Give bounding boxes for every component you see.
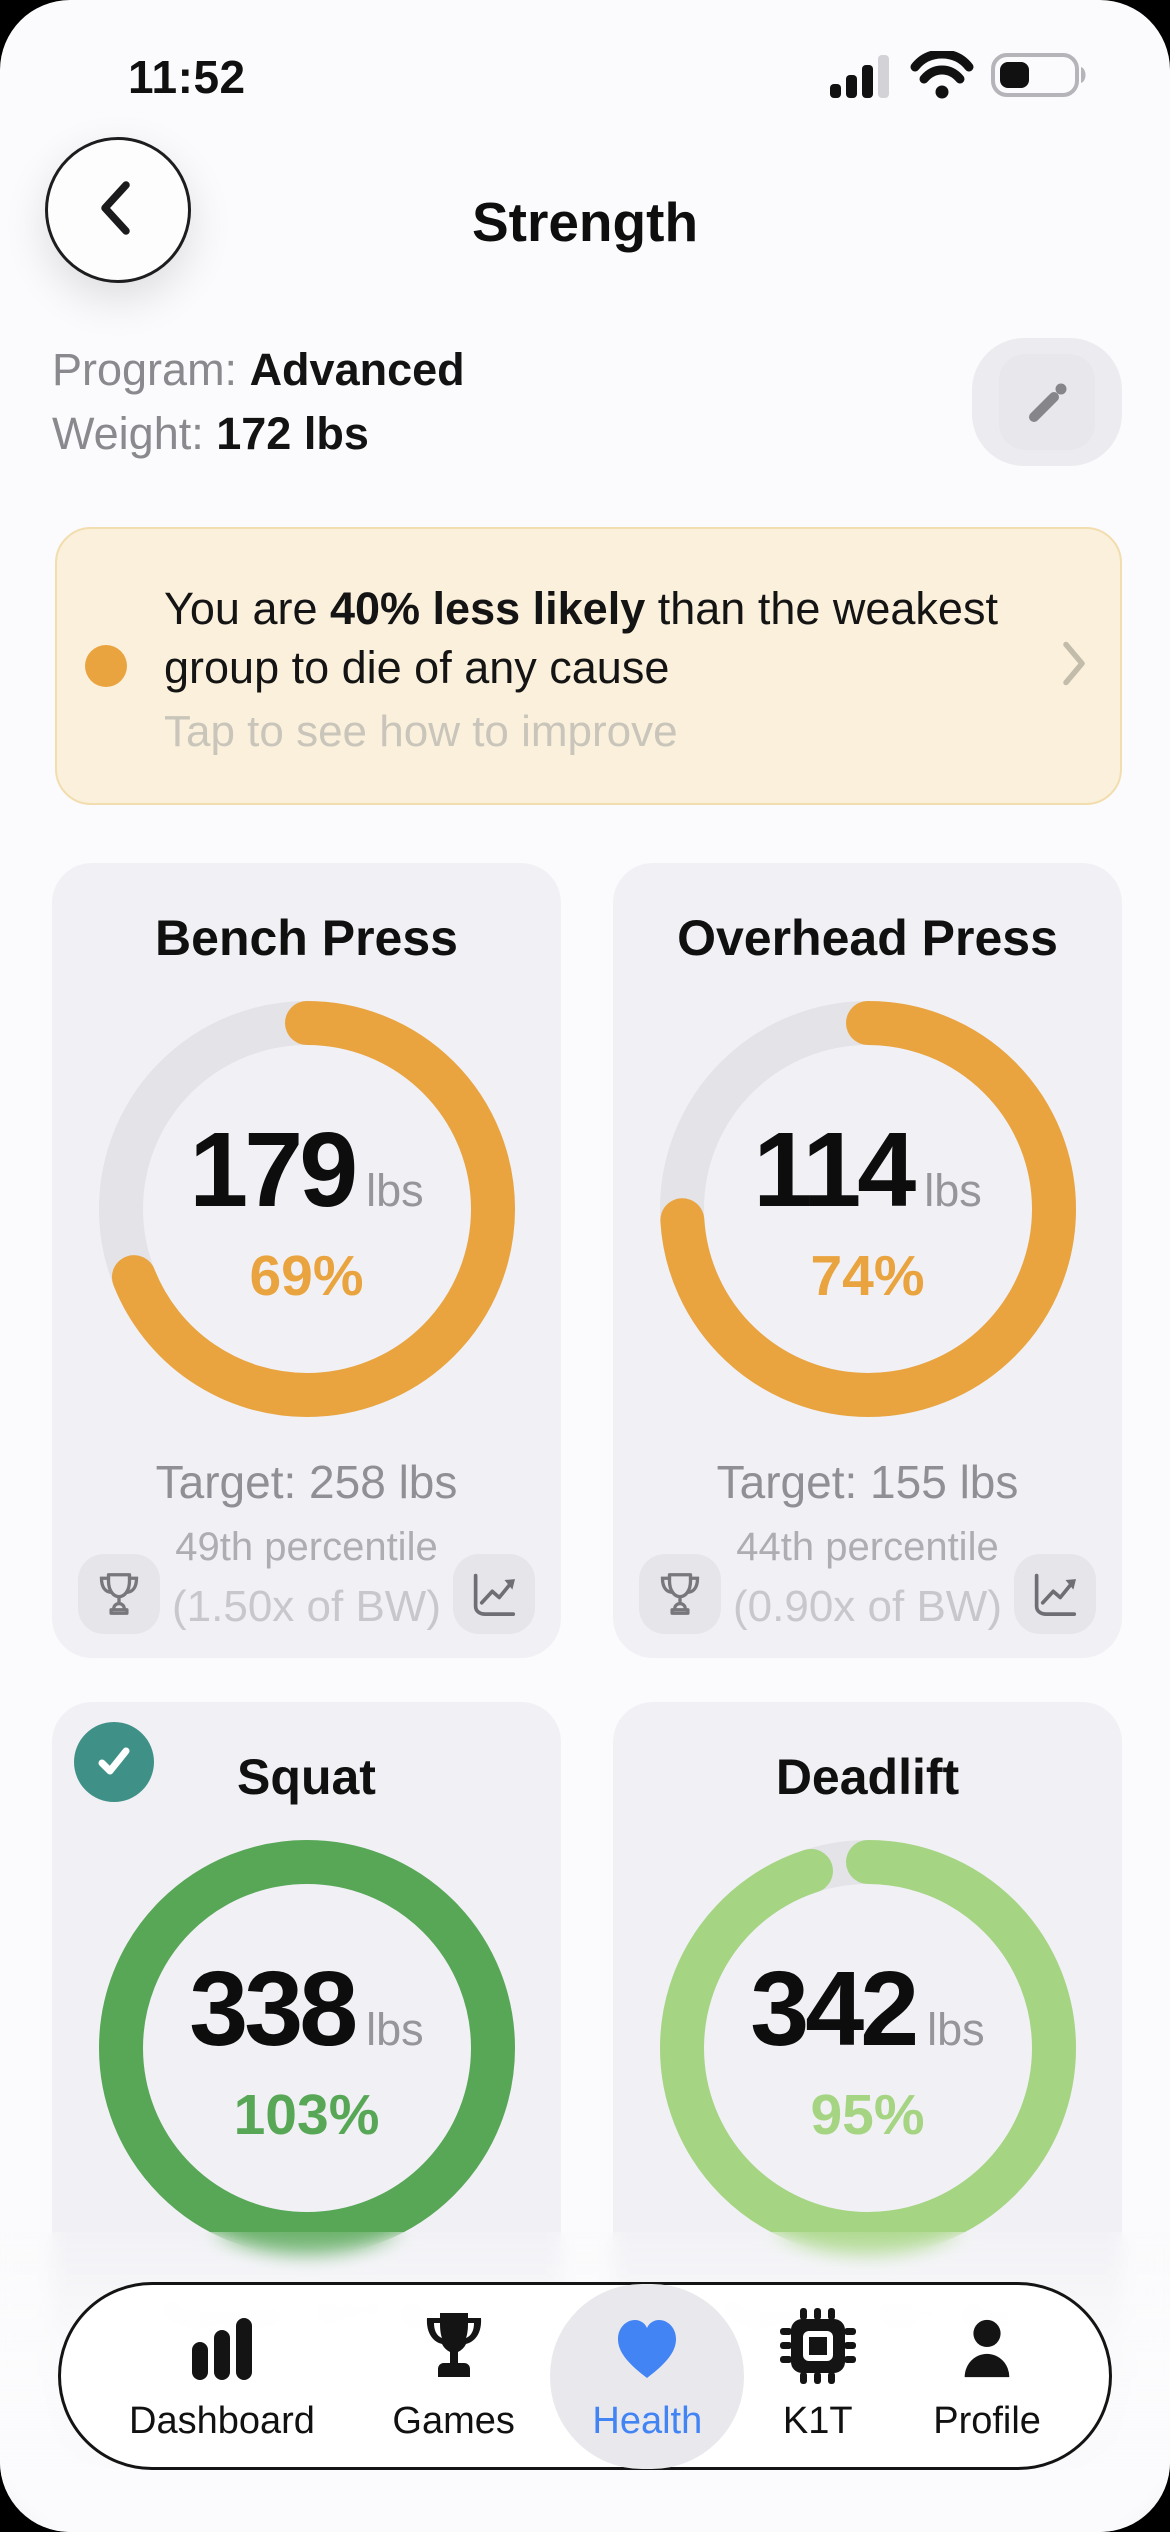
- banner-message: You are 40% less likely than the weakest…: [164, 579, 1014, 698]
- program-line: Program: Advanced: [52, 338, 465, 402]
- lift-value: 342: [750, 1949, 919, 2068]
- bodyweight-ratio-text: (0.90x of BW): [733, 1582, 1002, 1632]
- person-icon: [953, 2310, 1021, 2384]
- status-bar: 11:52: [0, 0, 1170, 112]
- status-dot-icon: [85, 645, 127, 688]
- progress-ring: 179 lbs 69%: [98, 1001, 515, 1418]
- ring-center: 342 lbs 95%: [660, 1840, 1076, 2256]
- banner-message-bold: 40% less likely: [329, 582, 646, 634]
- profile-lines: Program: Advanced Weight: 172 lbs: [52, 338, 465, 467]
- program-label: Program:: [52, 344, 250, 395]
- bodyweight-ratio-text: (1.50x of BW): [172, 1582, 441, 1632]
- lift-value: 179: [189, 1110, 358, 1229]
- tab-k1t[interactable]: K1T: [738, 2284, 898, 2469]
- progress-ring: 114 lbs 74%: [659, 1001, 1076, 1418]
- card-title: Overhead Press: [677, 910, 1058, 967]
- edit-button[interactable]: [972, 338, 1122, 466]
- chip-icon: [779, 2307, 856, 2384]
- pencil-icon: [999, 354, 1095, 450]
- banner-message-suffix: than the weakest group to die of any cau…: [164, 582, 998, 694]
- tab-dashboard[interactable]: Dashboard: [87, 2284, 357, 2469]
- lift-unit: lbs: [924, 1164, 982, 1216]
- percent-value: 69%: [249, 1243, 364, 1308]
- bar-chart-icon: [186, 2310, 258, 2384]
- trophy-icon: [421, 2310, 487, 2384]
- tab-label: Health: [592, 2399, 703, 2442]
- progress-ring: 342 lbs 95%: [659, 1840, 1076, 2257]
- lift-unit: lbs: [366, 1164, 424, 1216]
- card-overhead-press[interactable]: Overhead Press 114 lbs 74% Target: 155 lb…: [613, 863, 1122, 1659]
- header: Strength: [0, 137, 1170, 302]
- tab-health[interactable]: Health: [550, 2283, 745, 2469]
- tab-bar: Dashboard Games Health: [58, 2282, 1112, 2470]
- chevron-left-icon: [92, 174, 144, 247]
- percentile-text: 44th percentile: [736, 1525, 999, 1570]
- card-title: Bench Press: [155, 910, 458, 967]
- progress-ring: 338 lbs 103%: [98, 1840, 515, 2257]
- card-title: Deadlift: [775, 1749, 960, 1806]
- card-buttons: [78, 1554, 535, 1635]
- checkmark-badge-icon: [74, 1722, 154, 1803]
- chart-trend-button[interactable]: [453, 1554, 535, 1635]
- banner-message-prefix: You are: [164, 582, 330, 634]
- weight-line: Weight: 172 lbs: [52, 402, 465, 466]
- percent-value: 74%: [810, 1243, 925, 1308]
- target-text: Target: 155 lbs: [716, 1456, 1019, 1509]
- status-icons: [828, 48, 1090, 105]
- card-bench-press[interactable]: Bench Press 179 lbs 69% Target: 258 lbs 4…: [52, 863, 561, 1659]
- lift-value: 338: [189, 1949, 358, 2068]
- wifi-icon: [910, 48, 974, 104]
- percent-value: 95%: [810, 2082, 925, 2147]
- percent-value: 103%: [233, 2082, 380, 2147]
- tab-label: Dashboard: [129, 2399, 315, 2442]
- chevron-right-icon: [1060, 639, 1088, 694]
- tab-label: Games: [392, 2399, 515, 2442]
- banner-subtext: Tap to see how to improve: [164, 707, 678, 757]
- chart-trend-button[interactable]: [1014, 1554, 1096, 1635]
- profile-info: Program: Advanced Weight: 172 lbs: [52, 338, 1122, 467]
- lift-value: 114: [753, 1110, 916, 1229]
- battery-icon: [990, 50, 1090, 105]
- target-text: Target: 258 lbs: [155, 1456, 458, 1509]
- ring-center: 114 lbs 74%: [660, 1001, 1076, 1417]
- tab-games[interactable]: Games: [350, 2284, 556, 2469]
- signal-icon: [828, 52, 894, 103]
- tab-label: Profile: [933, 2399, 1041, 2442]
- weight-label: Weight:: [52, 408, 217, 460]
- tab-profile[interactable]: Profile: [891, 2284, 1083, 2469]
- lift-unit: lbs: [927, 2003, 985, 2055]
- trophy-outline-button[interactable]: [639, 1554, 721, 1635]
- card-title: Squat: [237, 1749, 376, 1806]
- percentile-text: 49th percentile: [175, 1525, 438, 1570]
- heart-icon: [611, 2310, 683, 2384]
- trophy-outline-button[interactable]: [78, 1554, 160, 1635]
- insight-banner[interactable]: You are 40% less likely than the weakest…: [55, 526, 1122, 806]
- back-button[interactable]: [45, 137, 191, 283]
- program-value: Advanced: [249, 344, 465, 395]
- card-buttons: [639, 1554, 1096, 1635]
- lift-unit: lbs: [366, 2003, 424, 2055]
- tab-label: K1T: [782, 2399, 853, 2442]
- status-time: 11:52: [128, 51, 246, 103]
- weight-value: 172 lbs: [216, 408, 369, 460]
- ring-center: 338 lbs 103%: [99, 1840, 515, 2256]
- page-title: Strength: [471, 191, 699, 253]
- ring-center: 179 lbs 69%: [99, 1001, 515, 1417]
